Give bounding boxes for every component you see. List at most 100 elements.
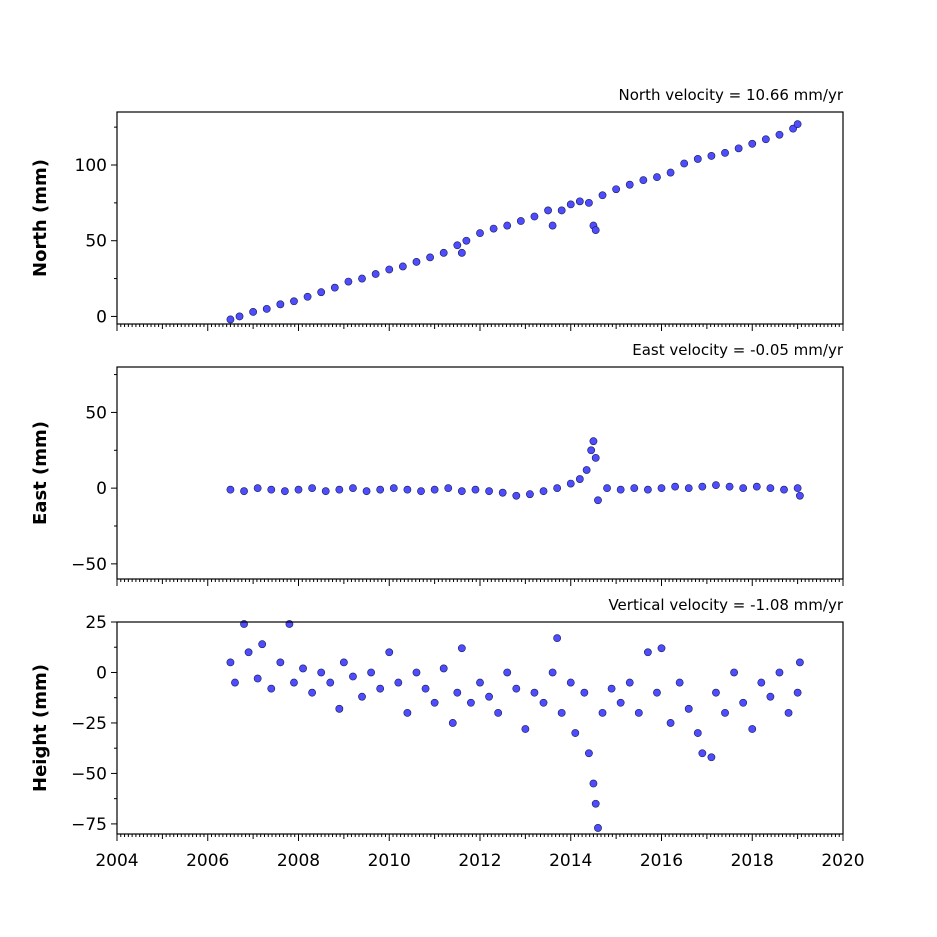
north-ticks: 0 50 100	[75, 126, 844, 331]
north-point	[707, 152, 716, 160]
height-point	[657, 644, 666, 653]
height-point	[748, 725, 757, 733]
north-point	[426, 253, 434, 262]
east-title: East velocity = -0.05 mm/yr	[632, 341, 844, 359]
height-point	[698, 749, 707, 758]
east-point	[226, 485, 235, 494]
east-point	[444, 484, 453, 493]
height-point	[367, 668, 375, 677]
north-point	[249, 307, 258, 316]
east-point	[766, 484, 775, 493]
height-point	[290, 678, 298, 687]
east-point	[526, 490, 534, 499]
north-point	[639, 176, 648, 185]
height-ytick-label: −25	[71, 714, 107, 734]
height-point	[643, 648, 652, 657]
east-point	[752, 482, 761, 491]
north-point	[462, 236, 471, 245]
north-ytick-label: 100	[75, 156, 107, 176]
north-point	[575, 197, 584, 206]
east-point	[657, 484, 666, 493]
east-point	[280, 487, 289, 496]
height-point	[594, 824, 602, 832]
north-point	[612, 185, 621, 194]
north-point	[262, 304, 271, 313]
height-point	[467, 698, 475, 707]
height-point	[557, 708, 566, 717]
east-point	[349, 484, 357, 493]
north-point	[516, 217, 525, 225]
east-point	[684, 484, 693, 493]
height-point	[539, 698, 548, 707]
north-point	[489, 224, 498, 233]
east-point	[739, 484, 748, 493]
height-point	[512, 684, 521, 693]
height-point	[226, 658, 235, 667]
north-point	[371, 270, 380, 278]
height-point	[394, 678, 403, 687]
east-point	[335, 485, 344, 494]
east-point	[795, 491, 804, 500]
height-point	[349, 672, 357, 681]
height-point	[721, 708, 729, 717]
north-points	[226, 120, 802, 324]
east-point	[582, 466, 591, 474]
east-point	[362, 487, 371, 496]
height-point	[757, 678, 766, 687]
east-point	[780, 485, 788, 494]
height-xtick-label: 2008	[277, 851, 320, 871]
east-point	[294, 485, 303, 494]
height-point	[675, 678, 684, 687]
height-point	[412, 668, 421, 677]
north-point	[748, 139, 757, 148]
height-point	[308, 688, 317, 697]
height-point	[607, 684, 616, 693]
height-points	[226, 620, 804, 832]
north-point	[721, 148, 729, 157]
height-point	[625, 678, 634, 687]
north-title: North velocity = 10.66 mm/yr	[619, 86, 844, 104]
height-point	[634, 708, 643, 717]
height-point	[457, 644, 466, 653]
height-point	[591, 799, 600, 808]
north-panel: 0 50 100 North velocity = 10.66 mm/yr Nort…	[30, 86, 844, 331]
height-point	[376, 684, 385, 693]
east-ticks: −50 0 50	[71, 374, 844, 586]
height-point	[253, 674, 262, 683]
north-point	[548, 221, 557, 230]
height-point	[566, 678, 575, 687]
height-ytick-label: −50	[71, 764, 107, 784]
north-point	[557, 206, 566, 215]
north-point	[734, 144, 743, 153]
east-point	[587, 446, 596, 455]
north-point	[761, 135, 770, 144]
height-xtick-label: 2020	[821, 851, 864, 871]
north-point	[653, 173, 661, 182]
height-point	[231, 678, 239, 687]
east-point	[457, 487, 466, 496]
east-point	[698, 482, 707, 491]
north-point	[625, 180, 634, 189]
east-point	[321, 487, 330, 496]
north-point	[303, 292, 312, 301]
height-point	[317, 668, 326, 677]
east-point	[643, 485, 652, 494]
north-point	[317, 288, 326, 297]
north-point	[503, 221, 512, 230]
height-point	[521, 725, 530, 733]
north-point	[591, 226, 600, 235]
height-point	[712, 688, 720, 697]
north-ytick-label: 50	[85, 232, 107, 252]
north-point	[775, 130, 784, 139]
height-point	[421, 684, 430, 693]
east-point	[712, 481, 720, 490]
north-point	[793, 120, 802, 129]
height-point	[585, 749, 593, 758]
north-point	[544, 206, 552, 215]
east-ytick-label: 0	[96, 479, 107, 499]
height-xtick-label: 2012	[458, 851, 501, 871]
height-point	[684, 704, 693, 713]
east-point	[591, 453, 600, 462]
east-point	[603, 484, 611, 493]
